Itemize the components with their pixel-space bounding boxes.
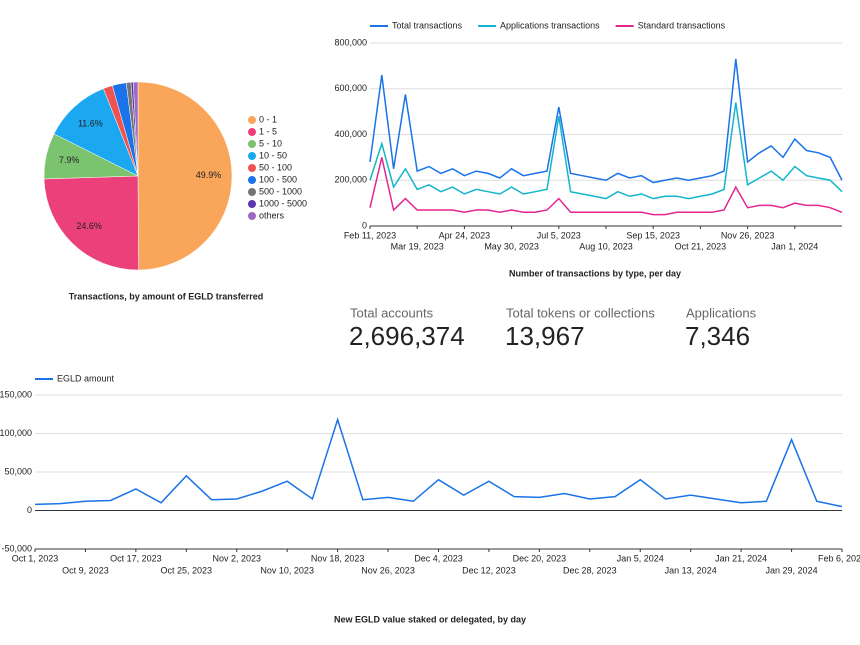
series-line (369, 157, 843, 216)
legend-swatch (248, 176, 256, 184)
legend-label: 1 - 5 (259, 126, 277, 136)
slice-label: 24.6% (76, 221, 102, 231)
series-line (369, 102, 843, 200)
x-tick-label: Nov 10, 2023 (260, 565, 314, 575)
scorecard-label: Applications (686, 305, 757, 320)
chart-title: Transactions, by amount of EGLD transfer… (69, 291, 264, 301)
y-tick-label: 400,000 (334, 129, 367, 139)
chart-title: Number of transactions by type, per day (509, 268, 681, 278)
x-tick-label: Jan 13, 2024 (665, 565, 717, 575)
x-tick-label: Dec 28, 2023 (563, 565, 617, 575)
x-tick-label: Oct 21, 2023 (675, 241, 727, 251)
x-tick-label: Oct 25, 2023 (161, 565, 213, 575)
legend-label: 1000 - 5000 (259, 198, 307, 208)
legend-label: others (259, 210, 285, 220)
legend-label: 500 - 1000 (259, 186, 302, 196)
chart-title: New EGLD value staked or delegated, by d… (334, 614, 526, 624)
x-tick-label: Oct 1, 2023 (12, 553, 59, 563)
legend-label: Total transactions (392, 20, 463, 30)
x-tick-label: Dec 20, 2023 (513, 553, 567, 563)
legend-swatch (248, 200, 256, 208)
legend-swatch (248, 116, 256, 124)
x-tick-label: Apr 24, 2023 (439, 230, 491, 240)
x-tick-label: Dec 4, 2023 (414, 553, 463, 563)
legend-label: 100 - 500 (259, 174, 297, 184)
legend-swatch (248, 128, 256, 136)
pie-slice (43, 175, 139, 271)
legend-label: 5 - 10 (259, 138, 282, 148)
x-tick-label: Aug 10, 2023 (579, 241, 633, 251)
y-tick-label: 800,000 (334, 37, 367, 47)
y-tick-label: 150,000 (0, 389, 32, 399)
legend-label: EGLD amount (57, 373, 115, 383)
x-tick-label: Oct 9, 2023 (62, 565, 109, 575)
x-tick-label: Nov 26, 2023 (361, 565, 415, 575)
x-tick-label: Nov 26, 2023 (721, 230, 775, 240)
series-line (34, 417, 843, 508)
y-tick-label: 100,000 (0, 428, 32, 438)
scorecard-value: 2,696,374 (349, 321, 465, 351)
x-tick-label: Mar 19, 2023 (391, 241, 444, 251)
legend-label: 0 - 1 (259, 114, 277, 124)
pie-slice (137, 81, 233, 271)
x-tick-label: Sep 15, 2023 (626, 230, 680, 240)
x-tick-label: Jul 5, 2023 (537, 230, 581, 240)
scorecard-label: Total accounts (350, 305, 434, 320)
x-tick-label: Jan 29, 2024 (766, 565, 818, 575)
legend-label: Applications transactions (500, 20, 600, 30)
y-tick-label: -50,000 (1, 543, 32, 553)
pie-slice (53, 88, 139, 177)
y-tick-label: 0 (362, 220, 367, 230)
x-tick-label: Nov 18, 2023 (311, 553, 365, 563)
x-tick-label: Feb 6, 2024 (818, 553, 860, 563)
legend-swatch (248, 188, 256, 196)
x-tick-label: Jan 5, 2024 (617, 553, 664, 563)
legend-swatch (248, 164, 256, 172)
x-tick-label: Jan 21, 2024 (715, 553, 767, 563)
slice-label: 7.9% (59, 155, 80, 165)
pie-slice (133, 81, 139, 177)
y-tick-label: 200,000 (334, 175, 367, 185)
y-tick-label: 0 (27, 505, 32, 515)
legend-label: 10 - 50 (259, 150, 287, 160)
x-tick-label: Nov 2, 2023 (212, 553, 261, 563)
scorecard-value: 7,346 (685, 321, 750, 351)
legend-label: Standard transactions (638, 20, 726, 30)
x-tick-label: Oct 17, 2023 (110, 553, 162, 563)
y-tick-label: 600,000 (334, 83, 367, 93)
slice-label: 11.6% (78, 118, 103, 128)
legend-swatch (248, 212, 256, 220)
scorecard-label: Total tokens or collections (506, 305, 655, 320)
series-line (369, 58, 843, 184)
x-tick-label: Dec 12, 2023 (462, 565, 516, 575)
y-tick-label: 50,000 (4, 466, 32, 476)
x-tick-label: Jan 1, 2024 (771, 241, 818, 251)
x-tick-label: May 30, 2023 (484, 241, 539, 251)
legend-swatch (248, 152, 256, 160)
x-tick-label: Feb 11, 2023 (344, 230, 396, 240)
slice-label: 49.9% (196, 170, 222, 180)
legend-label: 50 - 100 (259, 162, 292, 172)
legend-swatch (248, 140, 256, 148)
scorecard-value: 13,967 (505, 321, 585, 351)
